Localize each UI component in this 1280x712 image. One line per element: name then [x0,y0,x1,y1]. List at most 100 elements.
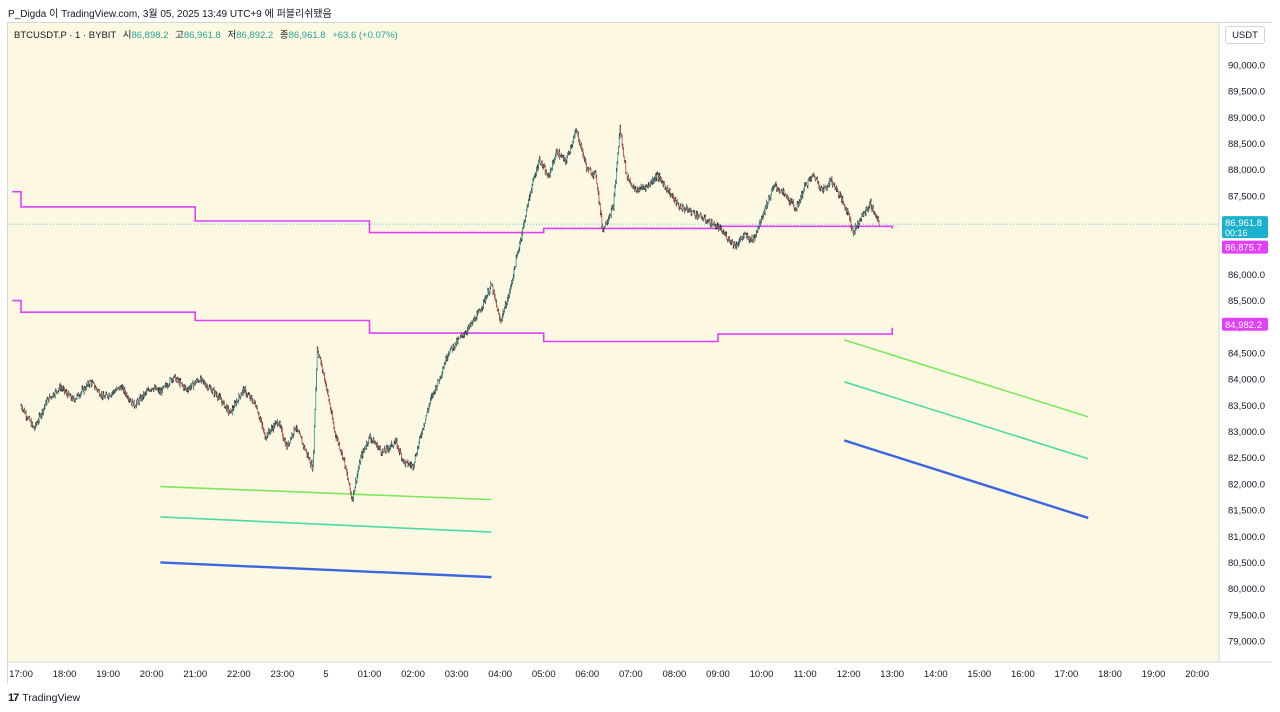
candle-body [467,329,468,333]
candle-body [835,189,836,190]
candle-body [199,381,200,382]
candle-body [231,409,232,413]
candle-body [374,442,376,444]
candle-body [383,448,385,452]
candle-body [356,475,358,482]
candle-body [675,198,677,204]
candle-body [345,465,346,467]
candle-body [762,215,764,218]
candle-body [417,446,419,448]
candle-body [682,206,684,207]
candle-body [255,403,256,407]
candle-body [246,395,248,396]
candle-body [468,326,470,328]
candle-body [492,286,494,294]
price-tick-label: 83,000.0 [1228,427,1265,438]
candle-body [617,152,619,164]
candle-body [787,195,789,199]
candle-body [727,239,729,241]
candle-body [616,163,618,171]
candle-body [581,148,583,151]
candle-body [160,390,161,393]
price-tick-label: 82,000.0 [1228,479,1265,490]
candle-body [93,382,94,384]
candle-body [35,423,36,428]
candle-body [554,159,555,163]
candle-body [735,244,737,248]
time-tick-label: 09:00 [706,669,730,680]
candle-body [722,231,724,233]
candle-body [875,214,877,216]
candle-body [711,221,713,225]
candle-body [348,478,349,483]
candle-body [751,236,752,241]
candle-body [612,206,614,208]
candle-body [445,357,447,364]
candle-body [615,170,617,182]
candle-body [331,412,333,414]
candle-body [403,459,404,462]
candle-body [133,401,134,407]
lower-level-label: 84,982.2 [1225,320,1262,331]
candle-body [735,245,736,248]
candle-body [424,423,426,426]
candle-body [632,186,634,188]
candle-body [517,250,519,253]
candle-body [756,231,757,236]
candle-body [162,386,164,388]
candle-body [115,390,117,391]
candle-body [168,385,169,387]
candle-body [324,380,326,382]
candle-body [780,190,782,193]
candle-body [678,204,680,208]
candle-body [221,399,222,402]
candle-body [796,210,797,212]
candle-body [169,378,171,384]
candle-body [62,388,64,390]
candle-body [716,225,718,229]
candle-body [292,434,293,436]
close-label: 종 [279,30,289,41]
candle-body [797,203,799,205]
candle-body [782,190,784,193]
candle-body [218,395,220,398]
candle-body [766,202,768,206]
candle-body [211,391,213,393]
candle-body [422,428,424,430]
candle-body [635,188,637,191]
candle-body [597,183,598,190]
candle-body [59,385,61,390]
candle-body [393,443,395,447]
candle-body [695,212,697,217]
candle-body [149,390,151,392]
candle-body [474,317,476,321]
candle-body [539,157,541,164]
candle-body [106,393,108,395]
footer-branding[interactable]: 17 TradingView [8,692,80,704]
candle-body [179,380,181,385]
candle-body [281,427,282,430]
candle-body [363,450,365,452]
candle-body [441,373,443,375]
candle-body [387,446,388,449]
candle-body [661,180,663,183]
candle-body [473,319,475,321]
candle-body [819,186,820,189]
candle-body [749,236,751,242]
candle-body [793,205,795,209]
candle-body [362,450,364,457]
upper-level-label: 86,875.7 [1225,243,1262,254]
candle-body [425,418,426,424]
candle-body [591,174,592,176]
candle-body [802,193,804,196]
candle-body [766,202,767,209]
candle-body [176,377,178,380]
candle-body [755,235,757,237]
candle-body [627,176,629,179]
candle-body [113,390,115,392]
currency-button[interactable]: USDT [1225,26,1265,44]
candle-body [827,187,828,189]
candle-body [216,394,218,397]
candle-body [73,398,75,400]
